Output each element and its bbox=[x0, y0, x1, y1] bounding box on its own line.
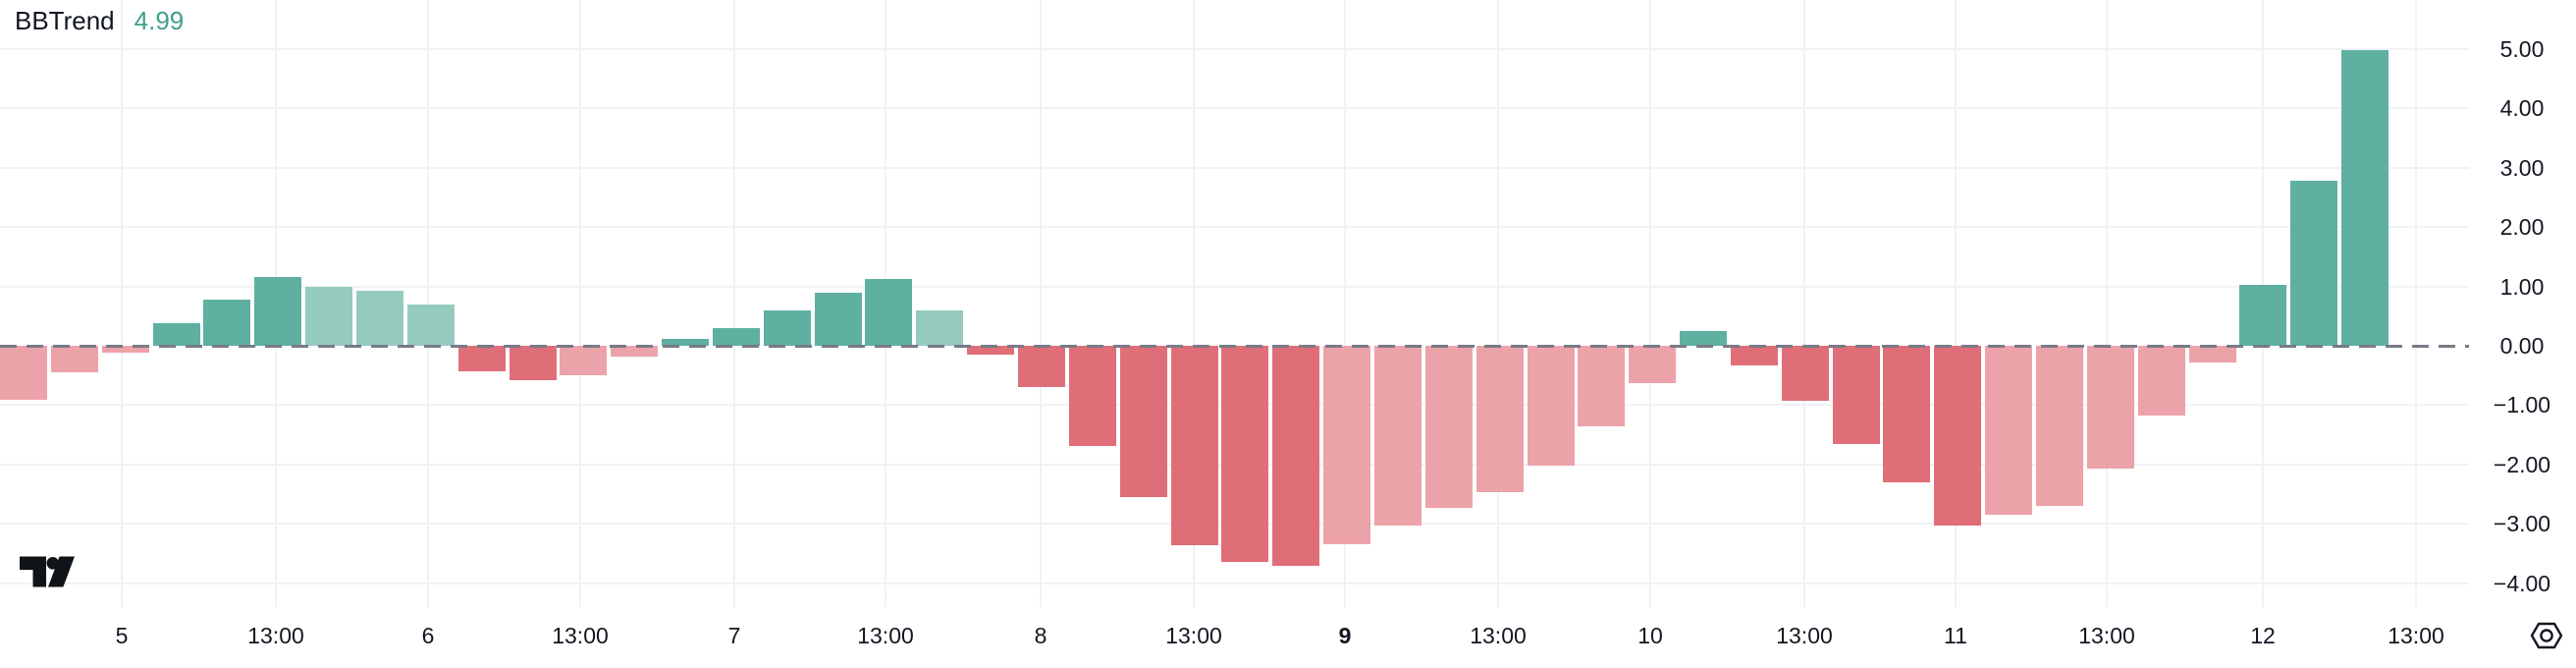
histogram-bar bbox=[865, 278, 913, 346]
time-tick-label: 12 bbox=[2250, 623, 2276, 648]
time-tick-label: 10 bbox=[1637, 623, 1663, 648]
zero-line bbox=[0, 345, 2469, 348]
histogram-bar bbox=[152, 323, 200, 346]
gridline-vertical bbox=[427, 0, 429, 607]
histogram-bar bbox=[2137, 346, 2185, 416]
histogram-bar bbox=[814, 293, 862, 346]
histogram-bar bbox=[1883, 346, 1931, 482]
histogram-bar bbox=[1578, 346, 1626, 426]
time-tick-label: 8 bbox=[1034, 623, 1047, 648]
histogram-bar bbox=[1832, 346, 1880, 444]
gridline-horizontal bbox=[0, 107, 2469, 110]
histogram-bar bbox=[1272, 346, 1320, 567]
time-tick-label: 13:00 bbox=[2078, 623, 2135, 648]
gridline-vertical bbox=[1649, 0, 1651, 607]
histogram-bar bbox=[1068, 346, 1116, 447]
time-tick-label: 6 bbox=[421, 623, 435, 648]
indicator-title[interactable]: BBTrend bbox=[15, 6, 115, 35]
gridline-vertical bbox=[1955, 0, 1957, 607]
histogram-bar bbox=[1373, 346, 1422, 526]
indicator-legend: BBTrend 4.99 bbox=[15, 6, 184, 35]
gridline-horizontal bbox=[0, 582, 2469, 584]
histogram-bar bbox=[1985, 346, 2033, 516]
histogram-bar bbox=[1119, 346, 1167, 498]
histogram-bar bbox=[509, 346, 557, 381]
gridline-horizontal bbox=[0, 285, 2469, 288]
time-tick-label: 5 bbox=[115, 623, 129, 648]
gridline-horizontal bbox=[0, 166, 2469, 169]
time-tick-label: 13:00 bbox=[857, 623, 914, 648]
time-tick-label: 7 bbox=[727, 623, 741, 648]
histogram-bar bbox=[305, 287, 353, 346]
gridline-horizontal bbox=[0, 48, 2469, 50]
histogram-bar bbox=[662, 338, 710, 346]
histogram-bar bbox=[916, 309, 964, 346]
time-tick-label: 13:00 bbox=[1470, 623, 1527, 648]
time-tick-label: 13:00 bbox=[1165, 623, 1222, 648]
histogram-bar bbox=[355, 290, 403, 346]
gridline-vertical bbox=[1040, 0, 1042, 607]
tradingview-logo[interactable] bbox=[20, 555, 75, 588]
time-tick-label: 13:00 bbox=[1776, 623, 1833, 648]
time-tick-label: 13:00 bbox=[552, 623, 609, 648]
histogram-bar bbox=[2188, 346, 2236, 362]
time-tick-label: 11 bbox=[1944, 623, 1967, 648]
histogram-bar bbox=[1934, 346, 1982, 526]
gridline-vertical bbox=[1803, 0, 1805, 607]
histogram-bar bbox=[0, 346, 47, 400]
histogram-bar bbox=[1730, 346, 1778, 365]
gridline-vertical bbox=[121, 0, 123, 607]
histogram-bar bbox=[763, 309, 811, 346]
settings-icon[interactable] bbox=[2527, 618, 2566, 653]
histogram-bar bbox=[2036, 346, 2083, 507]
histogram-bar bbox=[203, 300, 251, 346]
histogram-bar bbox=[406, 304, 455, 346]
histogram-bar bbox=[712, 327, 760, 346]
price-tick-label: −4.00 bbox=[2493, 570, 2551, 596]
gridline-vertical bbox=[733, 0, 735, 607]
price-tick-label: −3.00 bbox=[2493, 511, 2551, 537]
gridline-vertical bbox=[579, 0, 581, 607]
histogram-bar bbox=[1527, 346, 1575, 466]
histogram-bar bbox=[1170, 346, 1218, 545]
gridline-vertical bbox=[1193, 0, 1195, 607]
histogram-bar bbox=[611, 346, 659, 357]
histogram-bar bbox=[1018, 346, 1065, 388]
histogram-bar bbox=[560, 346, 608, 376]
gridline-vertical bbox=[2106, 0, 2108, 607]
histogram-bar bbox=[101, 346, 149, 354]
histogram-bar bbox=[1221, 346, 1269, 563]
price-tick-label: 0.00 bbox=[2499, 333, 2545, 359]
histogram-bar bbox=[2290, 181, 2338, 346]
time-tick-label: 13:00 bbox=[2388, 623, 2444, 648]
histogram-bar bbox=[2239, 284, 2287, 346]
histogram-bar bbox=[1680, 330, 1728, 346]
indicator-value: 4.99 bbox=[134, 6, 185, 35]
price-tick-label: 4.00 bbox=[2499, 95, 2545, 122]
histogram-bar bbox=[1424, 346, 1473, 509]
time-tick-label: 9 bbox=[1338, 623, 1352, 648]
histogram-bar bbox=[457, 346, 506, 371]
histogram-bar bbox=[1781, 346, 1829, 402]
histogram-bar bbox=[50, 346, 98, 373]
gridline-vertical bbox=[1497, 0, 1499, 607]
gridline-vertical bbox=[1344, 0, 1346, 607]
price-tick-label: 2.00 bbox=[2499, 214, 2545, 241]
histogram-bar bbox=[1476, 346, 1524, 493]
time-tick-label: 13:00 bbox=[247, 623, 304, 648]
gridline-horizontal bbox=[0, 226, 2469, 229]
histogram-bar bbox=[254, 276, 302, 346]
histogram-bar bbox=[1323, 346, 1371, 544]
price-tick-label: 1.00 bbox=[2499, 273, 2545, 300]
price-tick-label: −1.00 bbox=[2493, 392, 2551, 418]
histogram-bar bbox=[2341, 49, 2389, 346]
histogram-bar bbox=[967, 346, 1015, 356]
histogram-bar bbox=[2086, 346, 2134, 470]
price-tick-label: 5.00 bbox=[2499, 36, 2545, 62]
gridline-vertical bbox=[2415, 0, 2417, 607]
histogram-bar bbox=[1629, 346, 1677, 384]
price-tick-label: −2.00 bbox=[2493, 451, 2551, 477]
price-tick-label: 3.00 bbox=[2499, 154, 2545, 181]
